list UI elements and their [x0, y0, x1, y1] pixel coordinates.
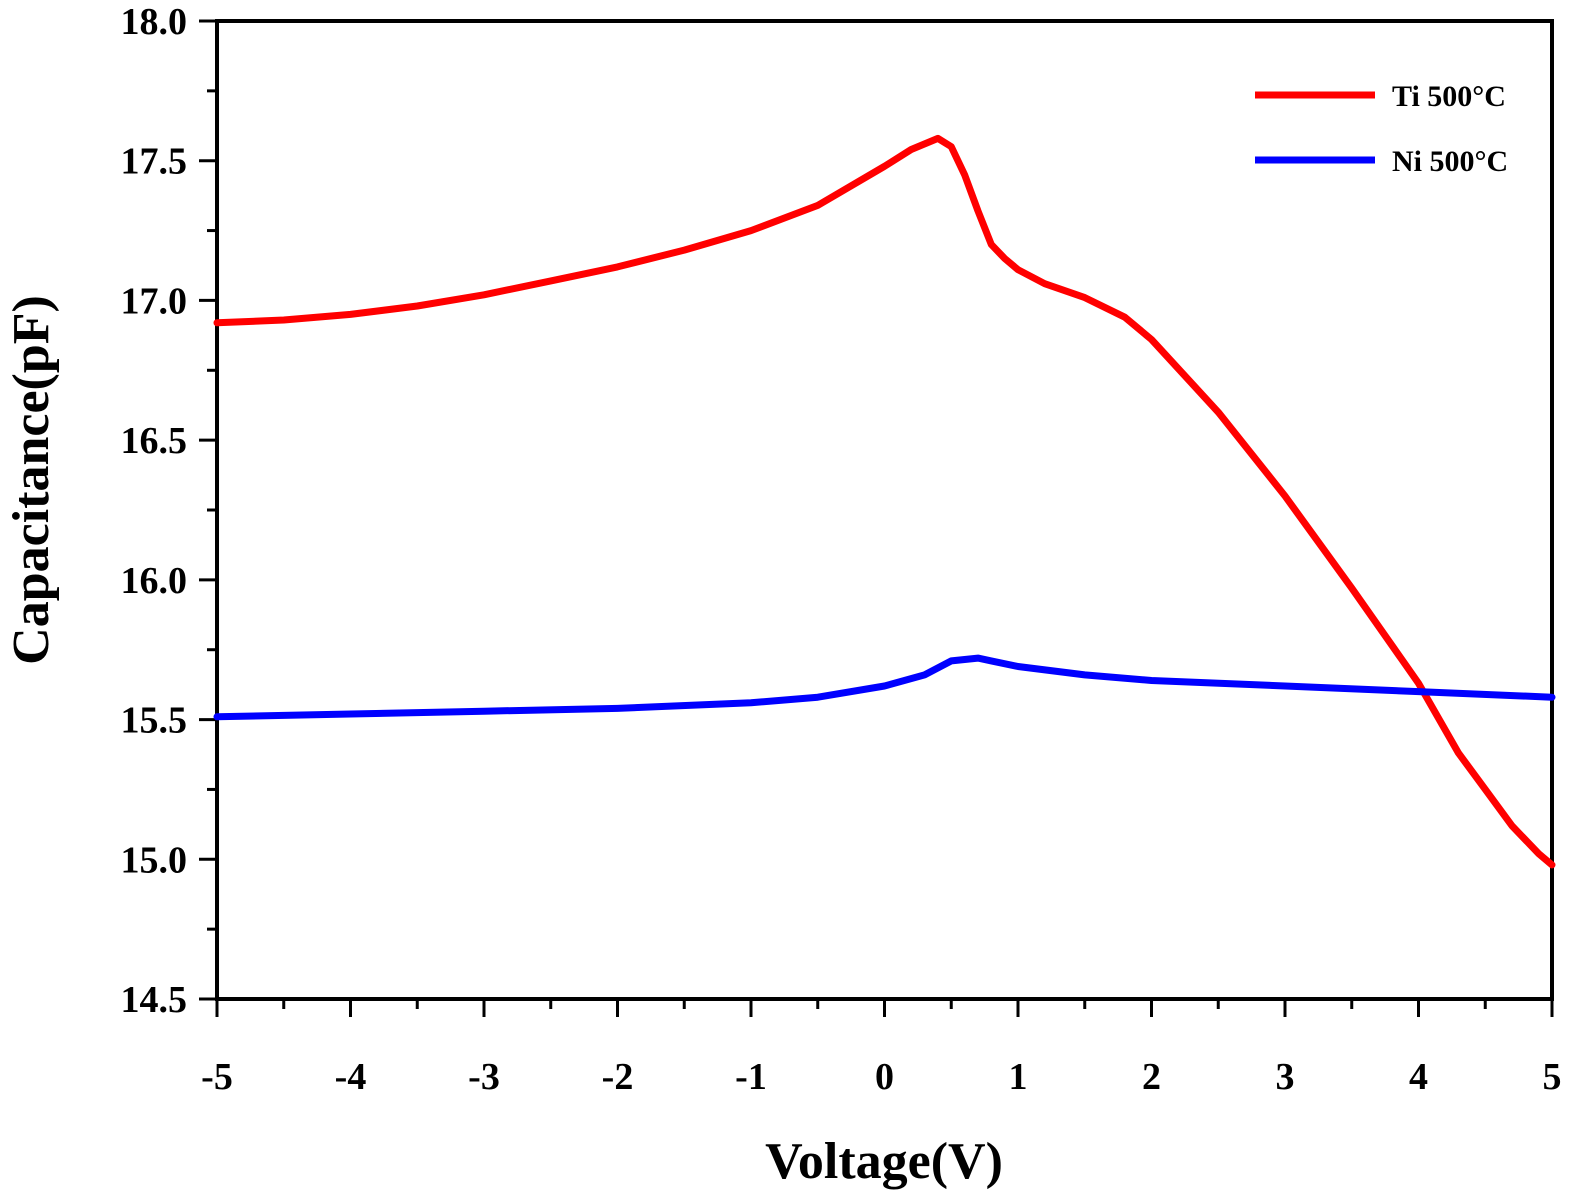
series-line-1 — [213, 654, 1556, 721]
legend-label-1: Ni 500°C — [1392, 145, 1508, 178]
legend: Ti 500°C Ni 500°C — [1255, 80, 1508, 178]
y-tick-label: 15.0 — [121, 839, 188, 881]
y-tick-label: 17.0 — [121, 280, 188, 322]
x-tick-label: 1 — [1009, 1056, 1028, 1098]
y-tick-label: 14.5 — [121, 979, 188, 1021]
x-tick-label: 2 — [1142, 1056, 1161, 1098]
series-line-0 — [213, 134, 1556, 869]
series-layer — [213, 134, 1556, 869]
x-tick-label: 3 — [1276, 1056, 1295, 1098]
x-tick-label: 0 — [875, 1056, 894, 1098]
y-axis-title: Capacitance(pF) — [3, 295, 60, 665]
ticks: -5 -4 -3 -2 -1 0 1 2 3 4 5 14.5 15.0 15.5 16.0 16.5 17.0… — [121, 1, 1562, 1098]
x-axis-title: Voltage(V) — [765, 1133, 1003, 1190]
y-tick-label: 16.5 — [121, 420, 188, 462]
x-tick-label: -1 — [735, 1056, 767, 1098]
y-tick-label: 15.5 — [121, 700, 188, 742]
legend-label-0: Ti 500°C — [1392, 80, 1506, 113]
x-tick-label: 5 — [1543, 1056, 1562, 1098]
x-tick-label: -2 — [602, 1056, 634, 1098]
x-tick-label: -4 — [335, 1056, 367, 1098]
x-tick-label: 4 — [1409, 1056, 1428, 1098]
x-tick-label: -3 — [468, 1056, 500, 1098]
x-tick-label: -5 — [201, 1056, 233, 1098]
y-tick-label: 18.0 — [121, 1, 188, 43]
y-tick-label: 16.0 — [121, 560, 188, 602]
y-tick-label: 17.5 — [121, 141, 188, 183]
